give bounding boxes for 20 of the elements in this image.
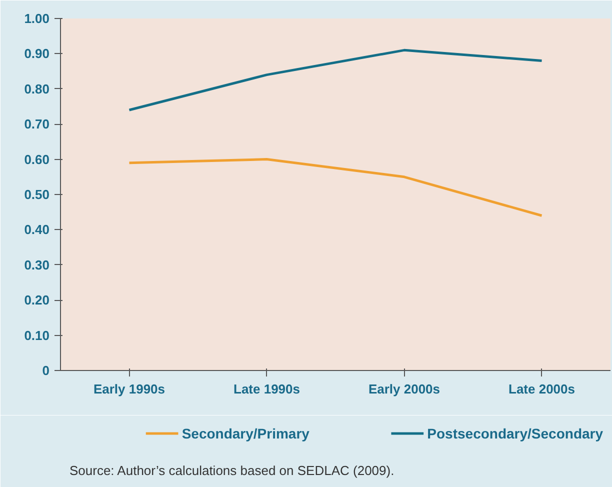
y-tick-label: 0.40 [24, 222, 50, 238]
y-tick-label: 0.90 [24, 46, 50, 62]
y-tick-label: 0.50 [24, 187, 50, 202]
y-tick-label: 0.20 [24, 292, 50, 308]
y-tick-label: 0.10 [24, 328, 50, 343]
y-tick-label: 0.60 [24, 152, 50, 167]
y-tick-label: 0.70 [24, 116, 50, 132]
legend-label: Secondary/Primary [182, 426, 310, 442]
line-series [128, 158, 543, 217]
y-tick-label: 0.80 [24, 81, 50, 96]
x-tick-label: Late 1990s [234, 382, 300, 396]
y-tick-label: 0 [42, 363, 50, 378]
y-tick-label: 0.30 [24, 257, 50, 272]
legend-label: Postsecondary/Secondary [427, 426, 604, 442]
y-tick-label: 1.00 [24, 11, 50, 26]
source-note: Source: Author’s calculations based on SEDLAC (2009). [69, 463, 394, 478]
x-tick-label: Late 2000s [508, 382, 576, 396]
line-series [128, 48, 543, 112]
x-tick-label: Early 2000s [368, 382, 440, 396]
x-tick-label: Early 1990s [93, 382, 166, 396]
